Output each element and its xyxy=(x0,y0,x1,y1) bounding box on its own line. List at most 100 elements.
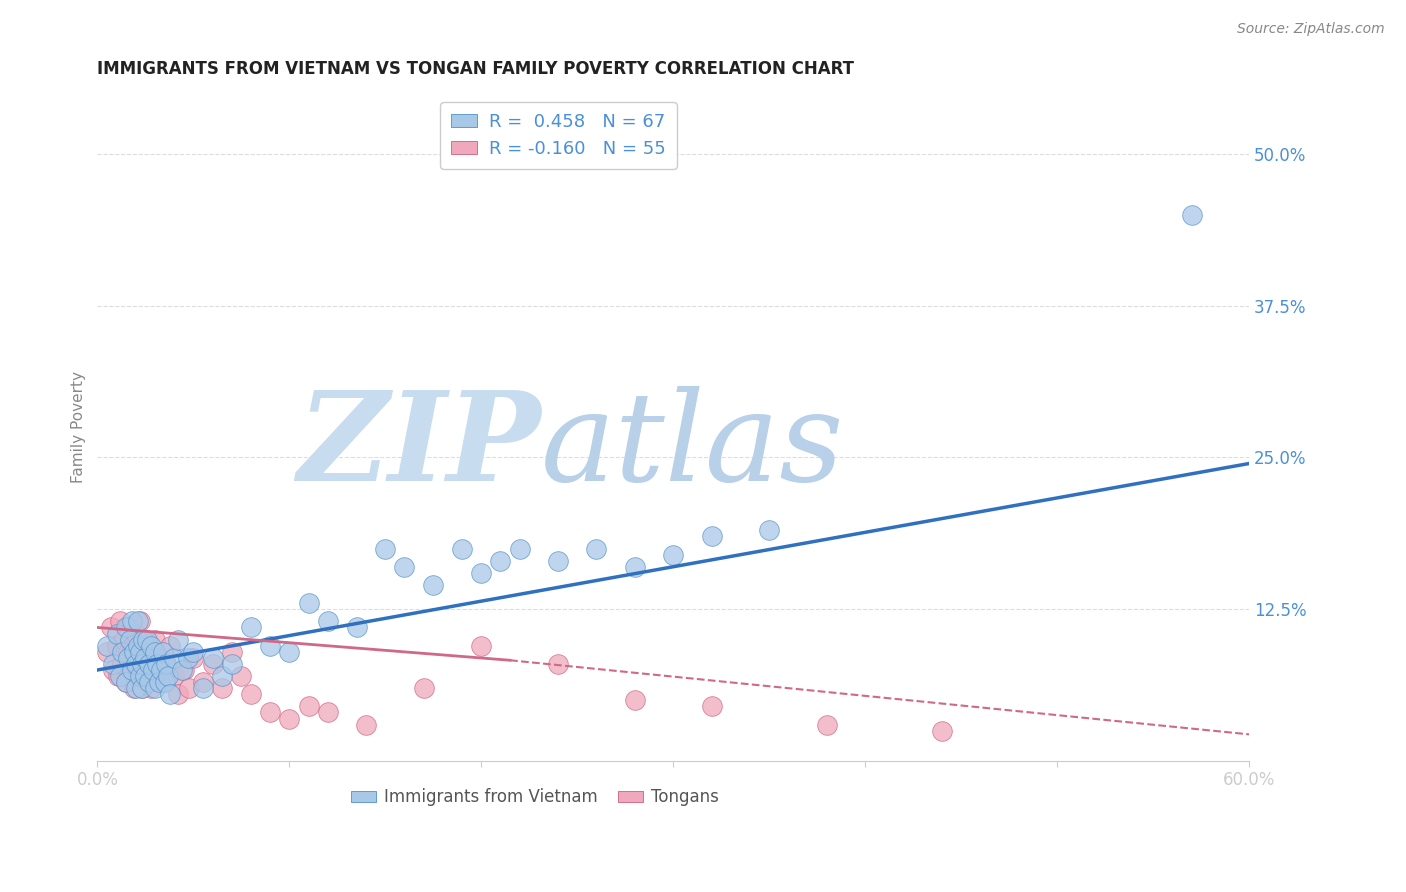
Point xyxy=(122,645,145,659)
Point xyxy=(183,650,205,665)
Point xyxy=(127,615,149,629)
Point xyxy=(139,681,162,696)
Point xyxy=(138,645,160,659)
Point xyxy=(173,663,195,677)
Point xyxy=(152,645,174,659)
Point xyxy=(100,620,122,634)
Point xyxy=(231,669,253,683)
Point xyxy=(547,554,569,568)
Point xyxy=(278,645,301,659)
Point xyxy=(170,663,193,677)
Point xyxy=(624,559,647,574)
Point xyxy=(758,524,780,538)
Point xyxy=(142,657,165,671)
Point xyxy=(142,663,165,677)
Text: atlas: atlas xyxy=(541,386,844,508)
Point xyxy=(159,639,181,653)
Point xyxy=(131,681,153,696)
Point xyxy=(131,657,153,671)
Point xyxy=(374,541,396,556)
Point xyxy=(101,657,124,671)
Point xyxy=(316,615,339,629)
Point xyxy=(139,639,162,653)
Point xyxy=(117,650,139,665)
Point xyxy=(183,645,205,659)
Point xyxy=(152,675,174,690)
Point xyxy=(201,657,224,671)
Point xyxy=(115,675,138,690)
Text: IMMIGRANTS FROM VIETNAM VS TONGAN FAMILY POVERTY CORRELATION CHART: IMMIGRANTS FROM VIETNAM VS TONGAN FAMILY… xyxy=(97,60,855,78)
Point xyxy=(146,657,169,671)
Point xyxy=(128,645,150,659)
Point xyxy=(132,657,155,671)
Point xyxy=(96,645,118,659)
Point xyxy=(143,681,166,696)
Point xyxy=(125,681,148,696)
Point xyxy=(221,657,243,671)
Point xyxy=(125,650,148,665)
Point xyxy=(128,645,150,659)
Text: Source: ZipAtlas.com: Source: ZipAtlas.com xyxy=(1237,22,1385,37)
Point xyxy=(115,675,138,690)
Point xyxy=(662,548,685,562)
Point xyxy=(121,615,143,629)
Point xyxy=(201,650,224,665)
Point xyxy=(470,639,492,653)
Point xyxy=(585,541,607,556)
Point xyxy=(179,681,201,696)
Point xyxy=(125,626,148,640)
Point xyxy=(105,639,128,653)
Point xyxy=(346,620,368,634)
Point xyxy=(134,632,156,647)
Point xyxy=(127,669,149,683)
Point xyxy=(278,712,301,726)
Point xyxy=(547,657,569,671)
Point xyxy=(149,663,172,677)
Point xyxy=(316,706,339,720)
Point xyxy=(143,645,166,659)
Point xyxy=(107,669,129,683)
Point xyxy=(127,639,149,653)
Point xyxy=(136,669,159,683)
Point xyxy=(117,620,139,634)
Point xyxy=(221,645,243,659)
Text: ZIP: ZIP xyxy=(297,386,541,508)
Point xyxy=(259,639,281,653)
Point xyxy=(211,669,233,683)
Point xyxy=(118,663,141,677)
Point xyxy=(624,693,647,707)
Point xyxy=(131,681,153,696)
Point xyxy=(700,699,723,714)
Point xyxy=(931,723,953,738)
Point xyxy=(259,706,281,720)
Point xyxy=(176,650,198,665)
Point xyxy=(122,681,145,696)
Point xyxy=(489,554,512,568)
Point xyxy=(121,663,143,677)
Point xyxy=(134,669,156,683)
Point xyxy=(115,620,138,634)
Point xyxy=(105,626,128,640)
Point xyxy=(167,687,190,701)
Point xyxy=(132,632,155,647)
Point xyxy=(394,559,416,574)
Point xyxy=(191,675,214,690)
Point xyxy=(138,675,160,690)
Point xyxy=(125,657,148,671)
Point xyxy=(354,717,377,731)
Y-axis label: Family Poverty: Family Poverty xyxy=(72,371,86,483)
Point xyxy=(159,687,181,701)
Point xyxy=(211,681,233,696)
Point xyxy=(239,620,262,634)
Point xyxy=(167,632,190,647)
Point xyxy=(155,657,177,671)
Point xyxy=(470,566,492,580)
Point xyxy=(148,675,170,690)
Point xyxy=(96,639,118,653)
Point xyxy=(110,615,132,629)
Legend: Immigrants from Vietnam, Tongans: Immigrants from Vietnam, Tongans xyxy=(344,781,725,813)
Point xyxy=(422,578,444,592)
Point xyxy=(128,615,150,629)
Point xyxy=(118,632,141,647)
Point xyxy=(110,669,132,683)
